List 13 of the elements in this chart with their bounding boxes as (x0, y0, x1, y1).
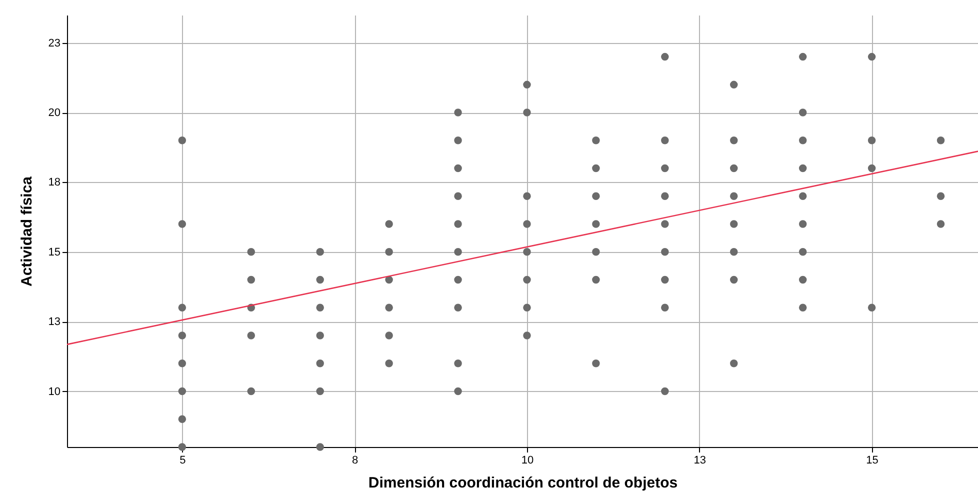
x-axis-title: Dimensión coordinación control de objetos (368, 474, 678, 492)
y-axis-title: Actividad física (18, 176, 36, 287)
x-tick-label: 5 (180, 454, 186, 466)
y-tick-label: 15 (48, 246, 60, 258)
y-tick-label: 23 (48, 37, 60, 50)
x-tick-label: 10 (521, 454, 534, 466)
y-tick-label: 18 (48, 176, 60, 189)
y-tick-label: 20 (48, 107, 60, 120)
x-tick-label: 15 (866, 454, 878, 466)
x-tick-label: 13 (694, 454, 706, 466)
y-tick-label: 13 (48, 316, 60, 328)
x-tick-label: 8 (352, 454, 358, 466)
y-tick-label: 10 (48, 386, 60, 398)
